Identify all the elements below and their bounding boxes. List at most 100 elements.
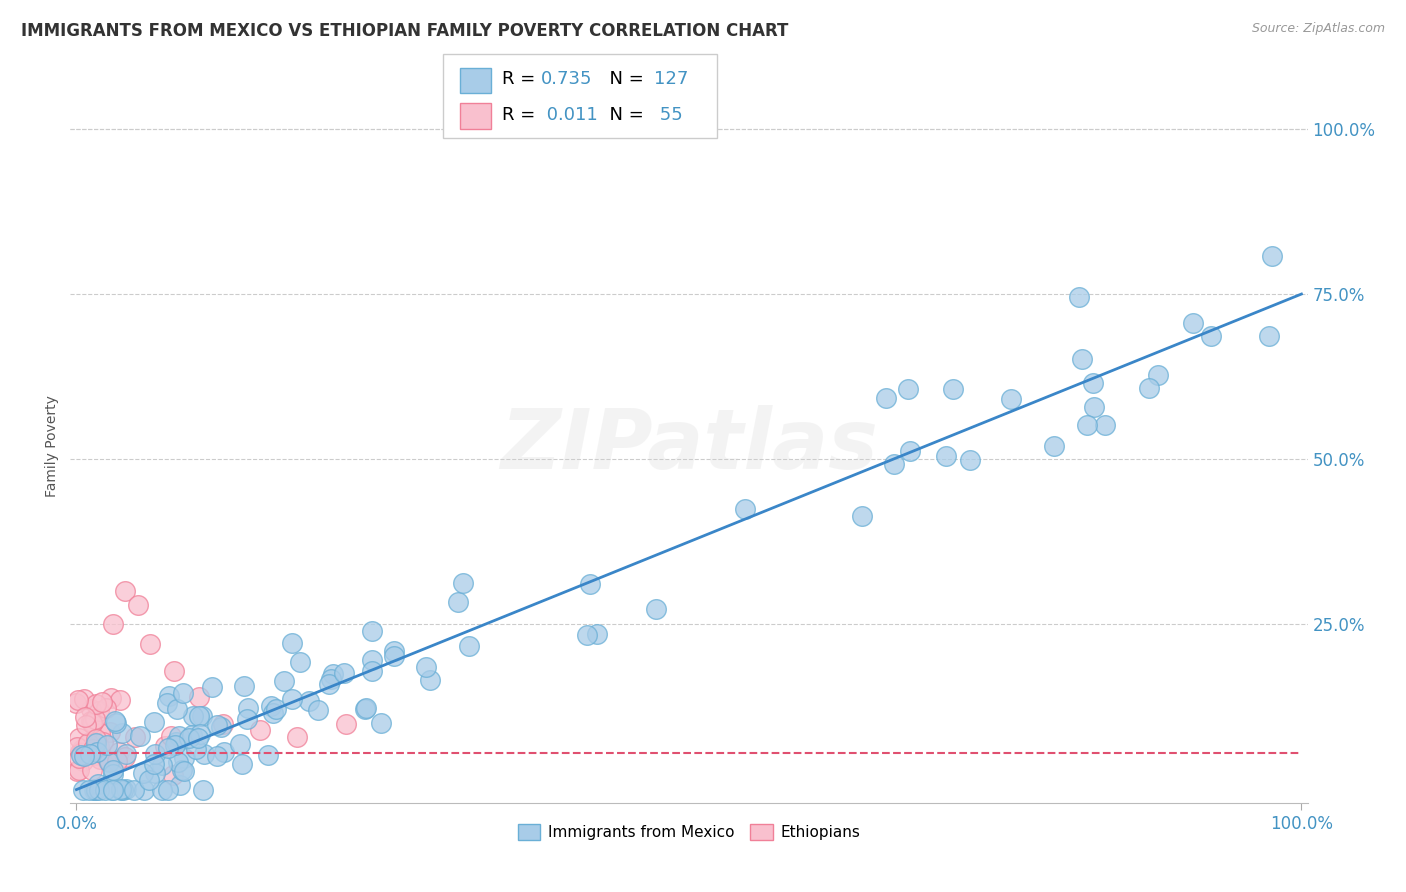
Point <box>65 696 87 710</box>
Text: ZIPatlas: ZIPatlas <box>501 406 877 486</box>
Point <box>1076 418 1098 433</box>
Point <box>233 680 256 694</box>
Point <box>115 781 138 796</box>
Point <box>124 731 146 745</box>
Point <box>84 781 107 796</box>
Point <box>101 782 124 797</box>
Point <box>110 726 132 740</box>
Point <box>101 764 124 778</box>
Point <box>187 690 209 704</box>
Point <box>180 728 202 742</box>
Point <box>108 692 131 706</box>
Point <box>169 778 191 792</box>
Point <box>370 715 392 730</box>
Point <box>76 739 98 753</box>
Text: N =: N = <box>598 105 650 123</box>
Point <box>127 598 149 612</box>
Point <box>212 745 235 759</box>
Point <box>205 748 228 763</box>
Point <box>236 712 259 726</box>
Point <box>156 741 179 756</box>
Point <box>66 693 89 707</box>
Point <box>177 731 200 745</box>
Point <box>94 701 117 715</box>
Point <box>111 782 134 797</box>
Point <box>66 764 89 779</box>
Point <box>80 714 103 729</box>
Point <box>73 710 96 724</box>
Point <box>83 712 105 726</box>
Point <box>91 735 114 749</box>
Text: N =: N = <box>598 70 650 88</box>
Point <box>73 748 96 763</box>
Point <box>201 680 224 694</box>
Point <box>1069 290 1091 304</box>
Point <box>935 450 957 464</box>
Point <box>157 689 180 703</box>
Point <box>70 748 93 763</box>
Text: 127: 127 <box>654 70 688 88</box>
Point <box>193 747 215 761</box>
Point <box>96 738 118 752</box>
Point <box>69 745 91 759</box>
Point <box>110 781 132 796</box>
Point <box>79 747 101 761</box>
Point <box>322 666 344 681</box>
Point <box>142 757 165 772</box>
Point <box>187 709 209 723</box>
Point <box>415 660 437 674</box>
Point <box>354 701 377 715</box>
Point <box>273 673 295 688</box>
Text: Source: ZipAtlas.com: Source: ZipAtlas.com <box>1251 22 1385 36</box>
Point <box>361 665 384 679</box>
Point <box>84 782 107 797</box>
Point <box>124 782 146 797</box>
Text: R =: R = <box>502 70 541 88</box>
Point <box>87 777 110 791</box>
Point <box>80 702 103 716</box>
Point <box>262 706 284 721</box>
Point <box>101 782 124 797</box>
Point <box>76 736 98 750</box>
Text: R =: R = <box>502 105 541 123</box>
Point <box>1147 368 1170 382</box>
Point <box>184 741 207 756</box>
Text: 0.735: 0.735 <box>541 70 593 88</box>
Point <box>156 782 179 797</box>
Point <box>82 763 104 777</box>
Point <box>150 782 173 797</box>
Point <box>72 782 94 797</box>
Point <box>67 731 90 745</box>
Point <box>89 739 111 753</box>
Point <box>150 757 173 772</box>
Point <box>70 746 93 760</box>
Point <box>66 740 89 755</box>
Point <box>108 745 131 759</box>
Point <box>1199 328 1222 343</box>
Point <box>1261 249 1284 263</box>
Point <box>257 748 280 763</box>
Point <box>129 729 152 743</box>
Point <box>163 738 186 752</box>
Point <box>162 768 184 782</box>
Point <box>419 673 441 687</box>
Point <box>585 627 607 641</box>
Point <box>73 692 96 706</box>
Point <box>83 782 105 797</box>
Point <box>173 750 195 764</box>
Point <box>231 757 253 772</box>
Point <box>166 755 188 769</box>
Point <box>84 736 107 750</box>
Point <box>132 782 155 797</box>
Point <box>100 690 122 705</box>
Point <box>229 738 252 752</box>
Point <box>1081 376 1104 390</box>
Point <box>959 452 981 467</box>
Point <box>1083 400 1105 414</box>
Point <box>94 782 117 797</box>
Point <box>110 782 132 797</box>
Legend: Immigrants from Mexico, Ethiopians: Immigrants from Mexico, Ethiopians <box>512 818 866 847</box>
Point <box>447 595 470 609</box>
Point <box>645 601 668 615</box>
Point <box>900 444 922 458</box>
